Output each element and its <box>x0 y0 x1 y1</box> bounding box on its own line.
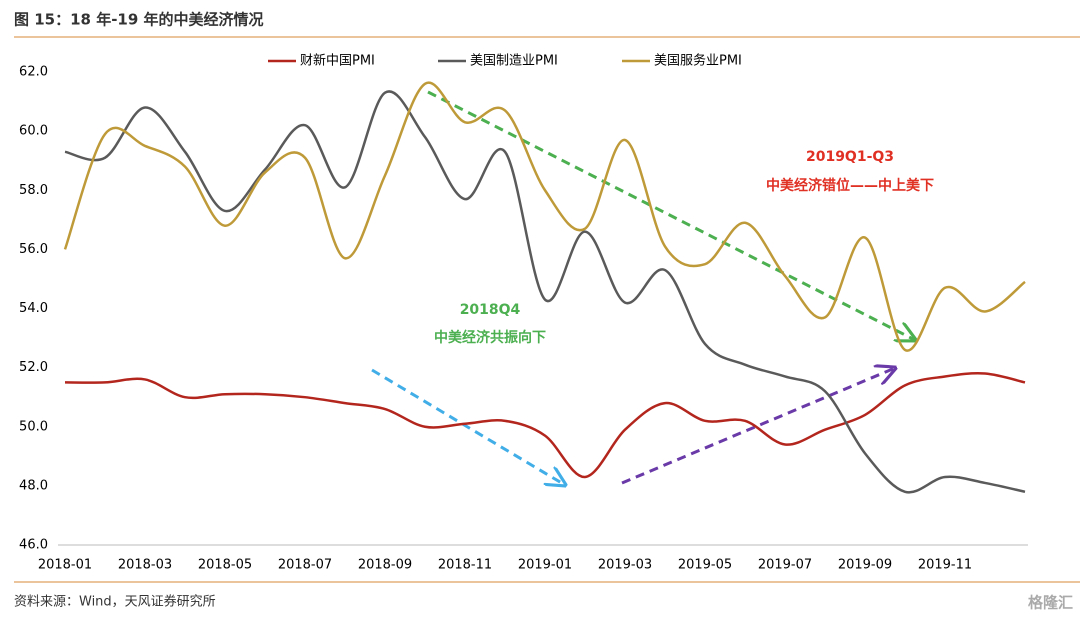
series-line <box>64 372 1026 479</box>
y-tick-label: 50.0 <box>19 419 48 434</box>
y-tick-label: 46.0 <box>19 538 48 553</box>
x-tick-label: 2018-03 <box>118 558 172 573</box>
x-tick-label: 2019-01 <box>518 558 572 573</box>
annotation: 2019Q1-Q3 <box>806 149 894 165</box>
header-title: 图 15：18 年-19 年的中美经济情况 <box>14 11 264 29</box>
x-tick-label: 2019-07 <box>758 558 812 573</box>
watermark: 格隆汇 <box>1028 594 1073 612</box>
y-tick-label: 62.0 <box>19 65 48 80</box>
trend-arrow <box>621 368 895 485</box>
trend-arrow <box>371 368 565 485</box>
y-tick-label: 52.0 <box>19 360 48 375</box>
x-tick-label: 2018-11 <box>438 558 492 573</box>
x-tick-label: 2018-09 <box>358 558 412 573</box>
x-tick-label: 2019-11 <box>918 558 972 573</box>
x-tick-label: 2019-05 <box>678 558 732 573</box>
source: 资料来源：Wind，天风证券研究所 <box>14 594 216 610</box>
x-tick-label: 2019-09 <box>838 558 892 573</box>
legend-label: 美国制造业PMI <box>470 54 558 69</box>
annotation: 2018Q4 <box>460 302 521 318</box>
x-tick-label: 2018-01 <box>38 558 92 573</box>
x-tick-label: 2018-05 <box>198 558 252 573</box>
y-tick-label: 48.0 <box>19 478 48 493</box>
series-line <box>64 90 1026 494</box>
legend-label: 美国服务业PMI <box>654 53 742 69</box>
y-tick-label: 56.0 <box>19 242 48 257</box>
trend-arrow <box>427 90 915 340</box>
x-tick-label: 2018-07 <box>278 558 332 573</box>
legend-label: 财新中国PMI <box>300 53 375 69</box>
annotation: 中美经济共振向下 <box>434 329 546 346</box>
y-tick-label: 60.0 <box>19 124 48 139</box>
y-tick-label: 54.0 <box>19 301 48 316</box>
annotation: 中美经济错位——中上美下 <box>766 177 934 194</box>
x-tick-label: 2019-03 <box>598 558 652 573</box>
series-line <box>63 81 1026 352</box>
y-tick-label: 58.0 <box>19 183 48 198</box>
